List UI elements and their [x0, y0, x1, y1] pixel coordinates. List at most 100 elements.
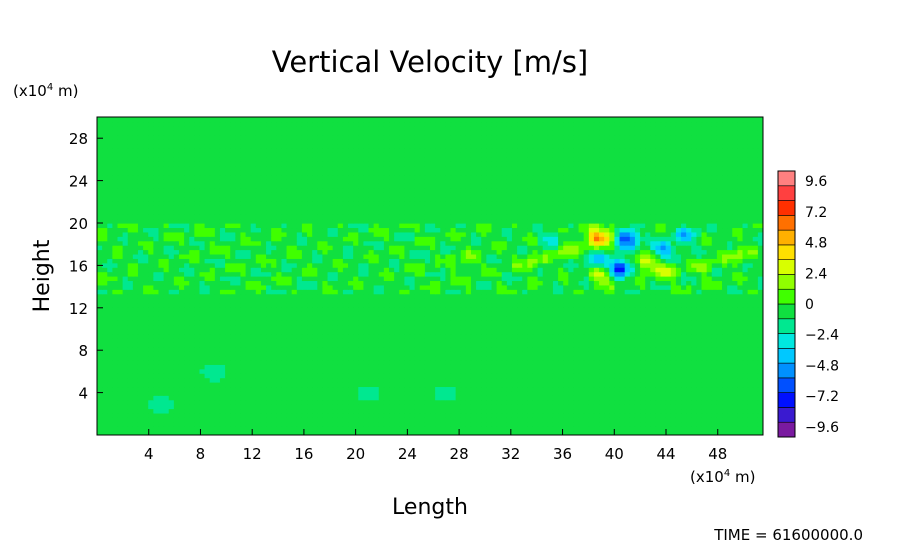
heatmap-cell: [645, 324, 651, 330]
heatmap-cell: [209, 289, 216, 295]
heatmap-cell: [97, 329, 103, 335]
heatmap-cell: [650, 276, 657, 282]
heatmap-cell: [681, 395, 687, 401]
heatmap-cell: [260, 430, 267, 435]
heatmap-cell: [214, 320, 221, 326]
heatmap-cell: [281, 298, 288, 304]
heatmap-cell: [404, 267, 411, 273]
heatmap-cell: [506, 293, 513, 299]
heatmap-cell: [496, 333, 503, 339]
heatmap-cell: [681, 306, 687, 312]
heatmap-cell: [727, 271, 733, 277]
heatmap-cell: [711, 408, 718, 414]
heatmap-cell: [168, 351, 175, 357]
heatmap-cell: [665, 342, 672, 348]
heatmap-cell: [686, 399, 692, 405]
heatmap-cell: [296, 293, 303, 299]
heatmap-cell: [640, 267, 646, 273]
heatmap-cell: [501, 390, 508, 396]
heatmap-cell: [327, 417, 334, 423]
heatmap-cell: [511, 298, 518, 304]
heatmap-cell: [363, 324, 370, 330]
heatmap-cell: [640, 284, 646, 290]
heatmap-cell: [491, 351, 498, 357]
heatmap-cell: [435, 382, 441, 388]
heatmap-cell: [537, 311, 544, 317]
heatmap-cell: [522, 280, 528, 286]
heatmap-cell: [137, 386, 144, 392]
heatmap-cell: [752, 390, 759, 396]
heatmap-cell: [670, 426, 677, 432]
heatmap-cell: [419, 351, 426, 357]
heatmap-cell: [322, 373, 329, 379]
heatmap-cell: [307, 408, 313, 414]
heatmap-cell: [491, 382, 498, 388]
heatmap-cell: [619, 311, 626, 317]
heatmap-cell: [173, 315, 180, 321]
heatmap-cell: [537, 368, 544, 374]
heatmap-cell: [558, 280, 564, 286]
heatmap-cell: [634, 342, 641, 348]
heatmap-cell: [266, 333, 272, 339]
heatmap-cell: [609, 408, 616, 414]
heatmap-cell: [640, 306, 646, 312]
heatmap-cell: [102, 417, 108, 423]
heatmap-cell: [204, 298, 211, 304]
heatmap-cell: [168, 289, 175, 295]
heatmap-cell: [409, 404, 416, 410]
heatmap-cell: [332, 395, 339, 401]
heatmap-cell: [235, 426, 242, 432]
heatmap-cell: [650, 377, 657, 383]
heatmap-cell: [389, 337, 395, 343]
heatmap-cell: [266, 262, 272, 268]
heatmap-cell: [701, 421, 708, 427]
heatmap-cell: [301, 421, 308, 427]
heatmap-cell: [204, 311, 211, 317]
heatmap-cell: [573, 404, 580, 410]
heatmap-cell: [255, 382, 262, 388]
heatmap-cell: [117, 346, 124, 352]
heatmap-cell: [532, 430, 539, 435]
heatmap-cell: [266, 355, 272, 361]
heatmap-cell: [634, 267, 641, 273]
heatmap-cell: [107, 399, 113, 405]
heatmap-cell: [481, 293, 487, 299]
heatmap-cell: [348, 421, 354, 427]
heatmap-cell: [563, 390, 569, 396]
heatmap-cell: [660, 320, 667, 326]
heatmap-cell: [137, 426, 144, 432]
heatmap-cell: [430, 395, 436, 401]
heatmap-cell: [450, 333, 457, 339]
heatmap-cell: [599, 430, 605, 435]
heatmap-cell: [296, 311, 303, 317]
heatmap-cell: [527, 382, 534, 388]
heatmap-cell: [609, 364, 616, 370]
heatmap-cell: [440, 320, 446, 326]
heatmap-cell: [368, 404, 375, 410]
heatmap-cell: [250, 342, 257, 348]
heatmap-cell: [373, 311, 380, 317]
heatmap-cell: [517, 289, 523, 295]
heatmap-cell: [143, 302, 149, 308]
heatmap-cell: [640, 426, 646, 432]
heatmap-cell: [501, 329, 508, 335]
heatmap-cell: [153, 408, 160, 414]
heatmap-cell: [640, 298, 646, 304]
heatmap-cell: [143, 346, 149, 352]
heatmap-cell: [271, 426, 277, 432]
heatmap-cell: [301, 262, 308, 268]
heatmap-cell: [634, 426, 641, 432]
heatmap-cell: [737, 351, 744, 357]
heatmap-cell: [337, 262, 344, 268]
heatmap-cell: [450, 404, 457, 410]
heatmap-cell: [307, 289, 313, 295]
heatmap-cell: [573, 284, 580, 290]
heatmap-cell: [552, 276, 559, 282]
heatmap-cell: [189, 351, 195, 357]
heatmap-cell: [599, 359, 605, 365]
heatmap-cell: [706, 399, 713, 405]
heatmap-cell: [491, 315, 498, 321]
heatmap-cell: [337, 293, 344, 299]
heatmap-cell: [424, 421, 431, 427]
heatmap-cell: [522, 421, 528, 427]
